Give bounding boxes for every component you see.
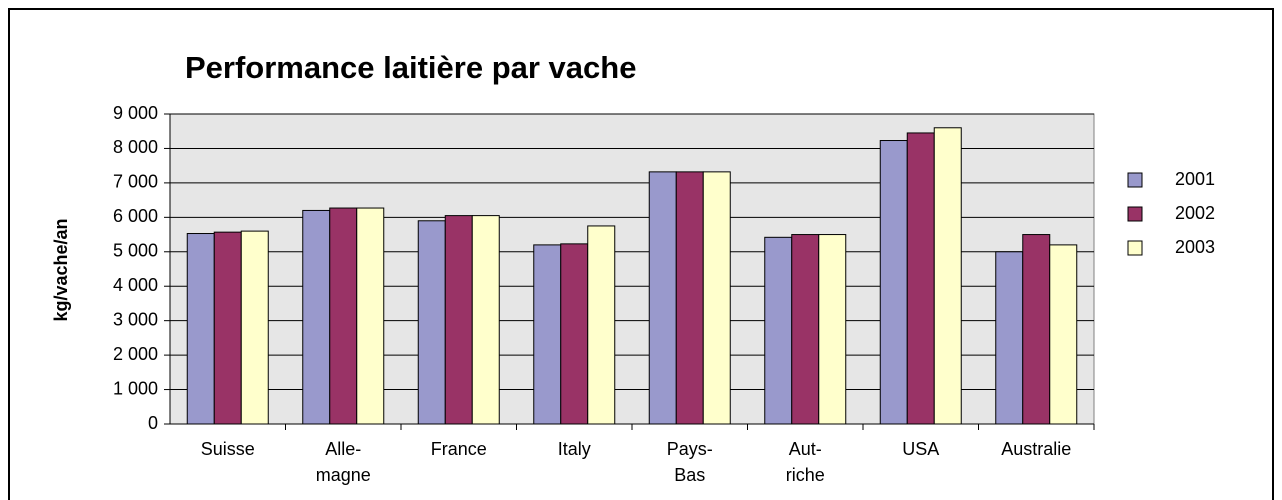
bar xyxy=(471,215,500,425)
bar xyxy=(302,209,331,425)
y-tick-label: 0 xyxy=(148,413,158,433)
y-tick-label: 8 000 xyxy=(113,137,158,157)
bar xyxy=(818,234,847,425)
bar xyxy=(329,207,358,425)
bar xyxy=(186,233,215,425)
y-tick-label: 9 000 xyxy=(113,103,158,123)
x-tick-label: USA xyxy=(902,439,939,459)
y-tick-label: 7 000 xyxy=(113,172,158,192)
bar xyxy=(675,171,704,425)
x-tick-label: Alle-magne xyxy=(316,439,371,485)
bar xyxy=(587,225,616,425)
bar xyxy=(764,236,793,425)
bar xyxy=(791,234,820,425)
bar xyxy=(240,230,269,425)
legend-label: 2002 xyxy=(1175,203,1215,223)
x-tick-label: France xyxy=(431,439,487,459)
y-tick-label: 2 000 xyxy=(113,344,158,364)
legend-label: 2001 xyxy=(1175,169,1215,189)
bar xyxy=(648,171,677,425)
bar xyxy=(444,215,473,425)
bar xyxy=(995,251,1024,425)
bar xyxy=(1049,244,1078,425)
chart-title: Performance laitière par vache xyxy=(185,50,636,85)
y-tick-label: 3 000 xyxy=(113,309,158,329)
x-tick-label: Italy xyxy=(558,439,591,459)
x-tick-label: Australie xyxy=(1001,439,1071,459)
legend-label: 2003 xyxy=(1175,237,1215,257)
bar xyxy=(906,132,935,425)
y-tick-label: 6 000 xyxy=(113,206,158,226)
bar xyxy=(417,220,446,425)
y-tick-label: 5 000 xyxy=(113,241,158,261)
bar xyxy=(879,140,908,425)
bar xyxy=(702,171,731,425)
bar xyxy=(1022,234,1051,425)
bar xyxy=(213,231,242,425)
bar xyxy=(560,243,589,425)
legend-swatch xyxy=(1127,240,1143,256)
bar xyxy=(533,244,562,425)
bar xyxy=(356,207,385,425)
x-tick-label: Aut-riche xyxy=(786,439,825,485)
bar xyxy=(933,127,962,425)
legend-swatch xyxy=(1127,206,1143,222)
y-tick-label: 1 000 xyxy=(113,378,158,398)
legend-swatch xyxy=(1127,172,1143,188)
y-tick-label: 4 000 xyxy=(113,275,158,295)
y-axis-label: kg/vache/an xyxy=(51,218,71,321)
x-tick-label: Suisse xyxy=(201,439,255,459)
x-tick-label: Pays-Bas xyxy=(667,439,713,485)
